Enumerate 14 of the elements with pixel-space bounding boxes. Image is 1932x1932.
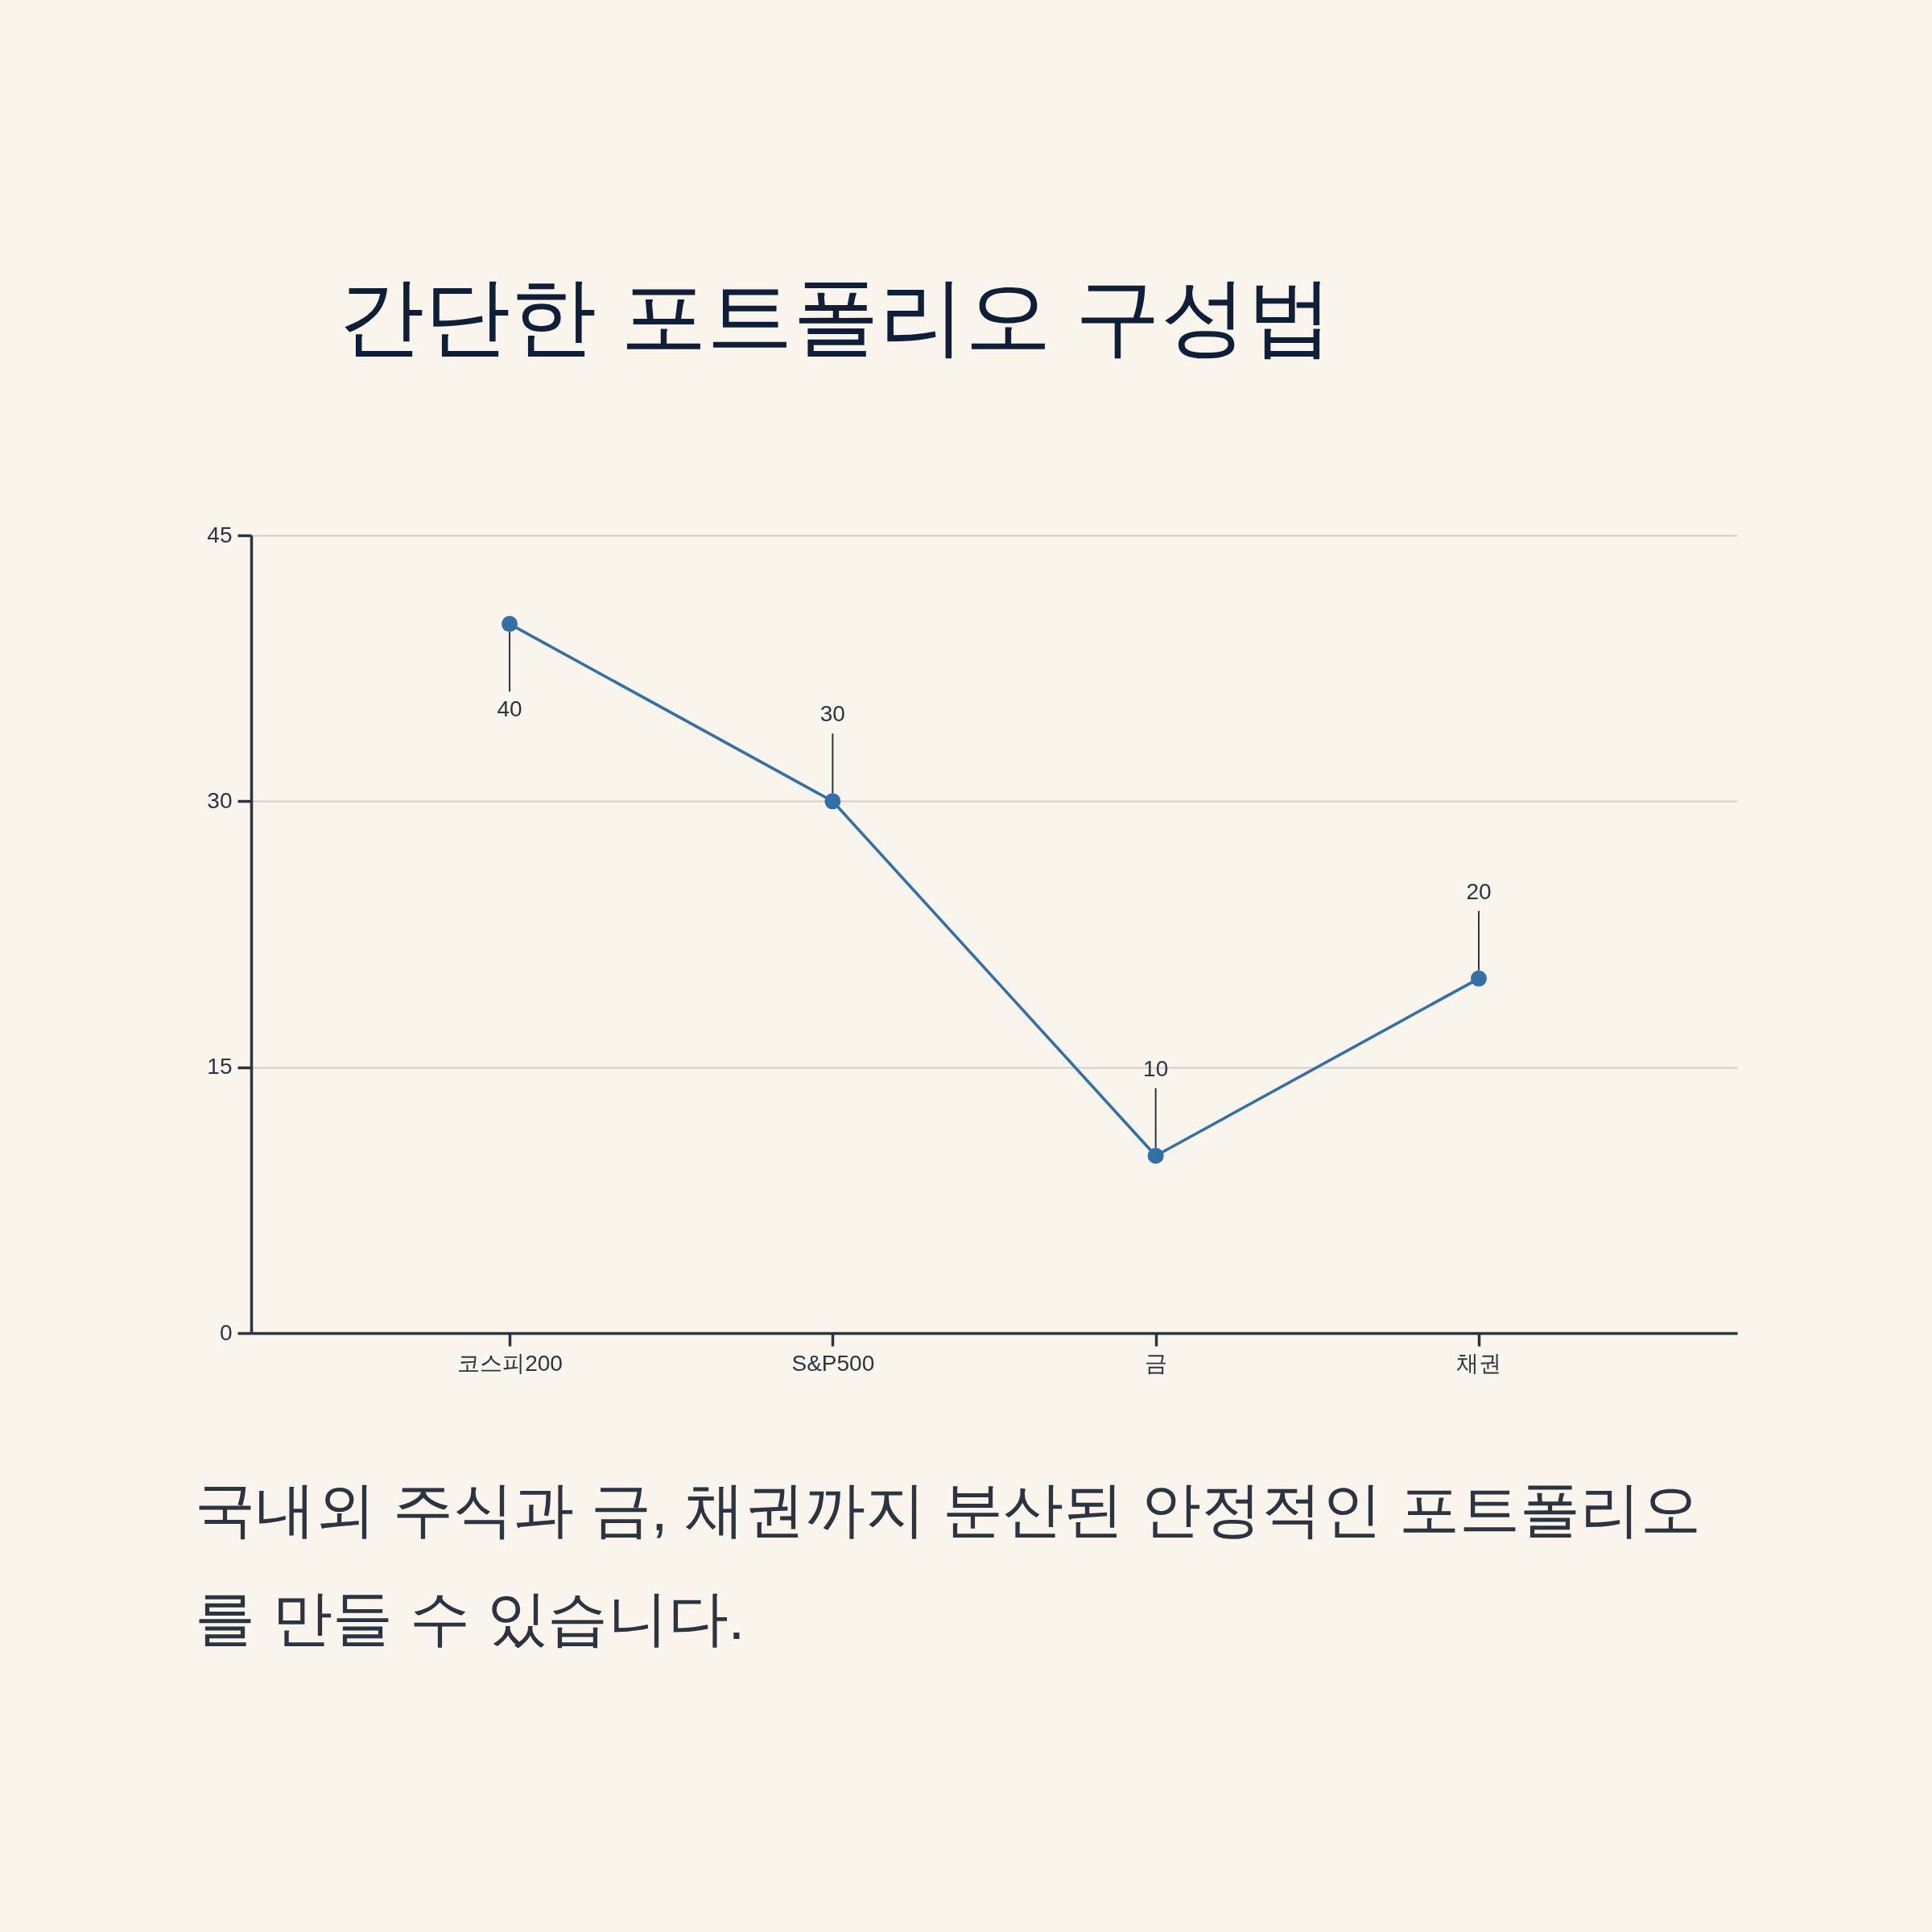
data-label: 20 <box>1466 878 1492 904</box>
y-tick-label: 15 <box>207 1054 233 1080</box>
y-tick-label: 45 <box>207 522 233 547</box>
x-tick-label: S&P500 <box>791 1350 875 1376</box>
y-tick-label: 0 <box>219 1319 233 1345</box>
x-tick-label: 코스피200 <box>457 1350 563 1376</box>
y-tick-label: 30 <box>207 787 233 813</box>
text: 국내외 주식과 금, 채권까지 분산된 안정적인 포트폴리오를 만들 수 있습니다. <box>195 1476 1701 1652</box>
data-label: 10 <box>1143 1055 1169 1081</box>
chart-title: 간단한 포트폴리오 구성법 <box>338 268 1334 365</box>
data-label: 40 <box>497 696 522 722</box>
data-label: 30 <box>819 701 845 727</box>
x-tick-label: 금 <box>1145 1350 1168 1376</box>
x-tick-label: 채권 <box>1456 1350 1502 1376</box>
